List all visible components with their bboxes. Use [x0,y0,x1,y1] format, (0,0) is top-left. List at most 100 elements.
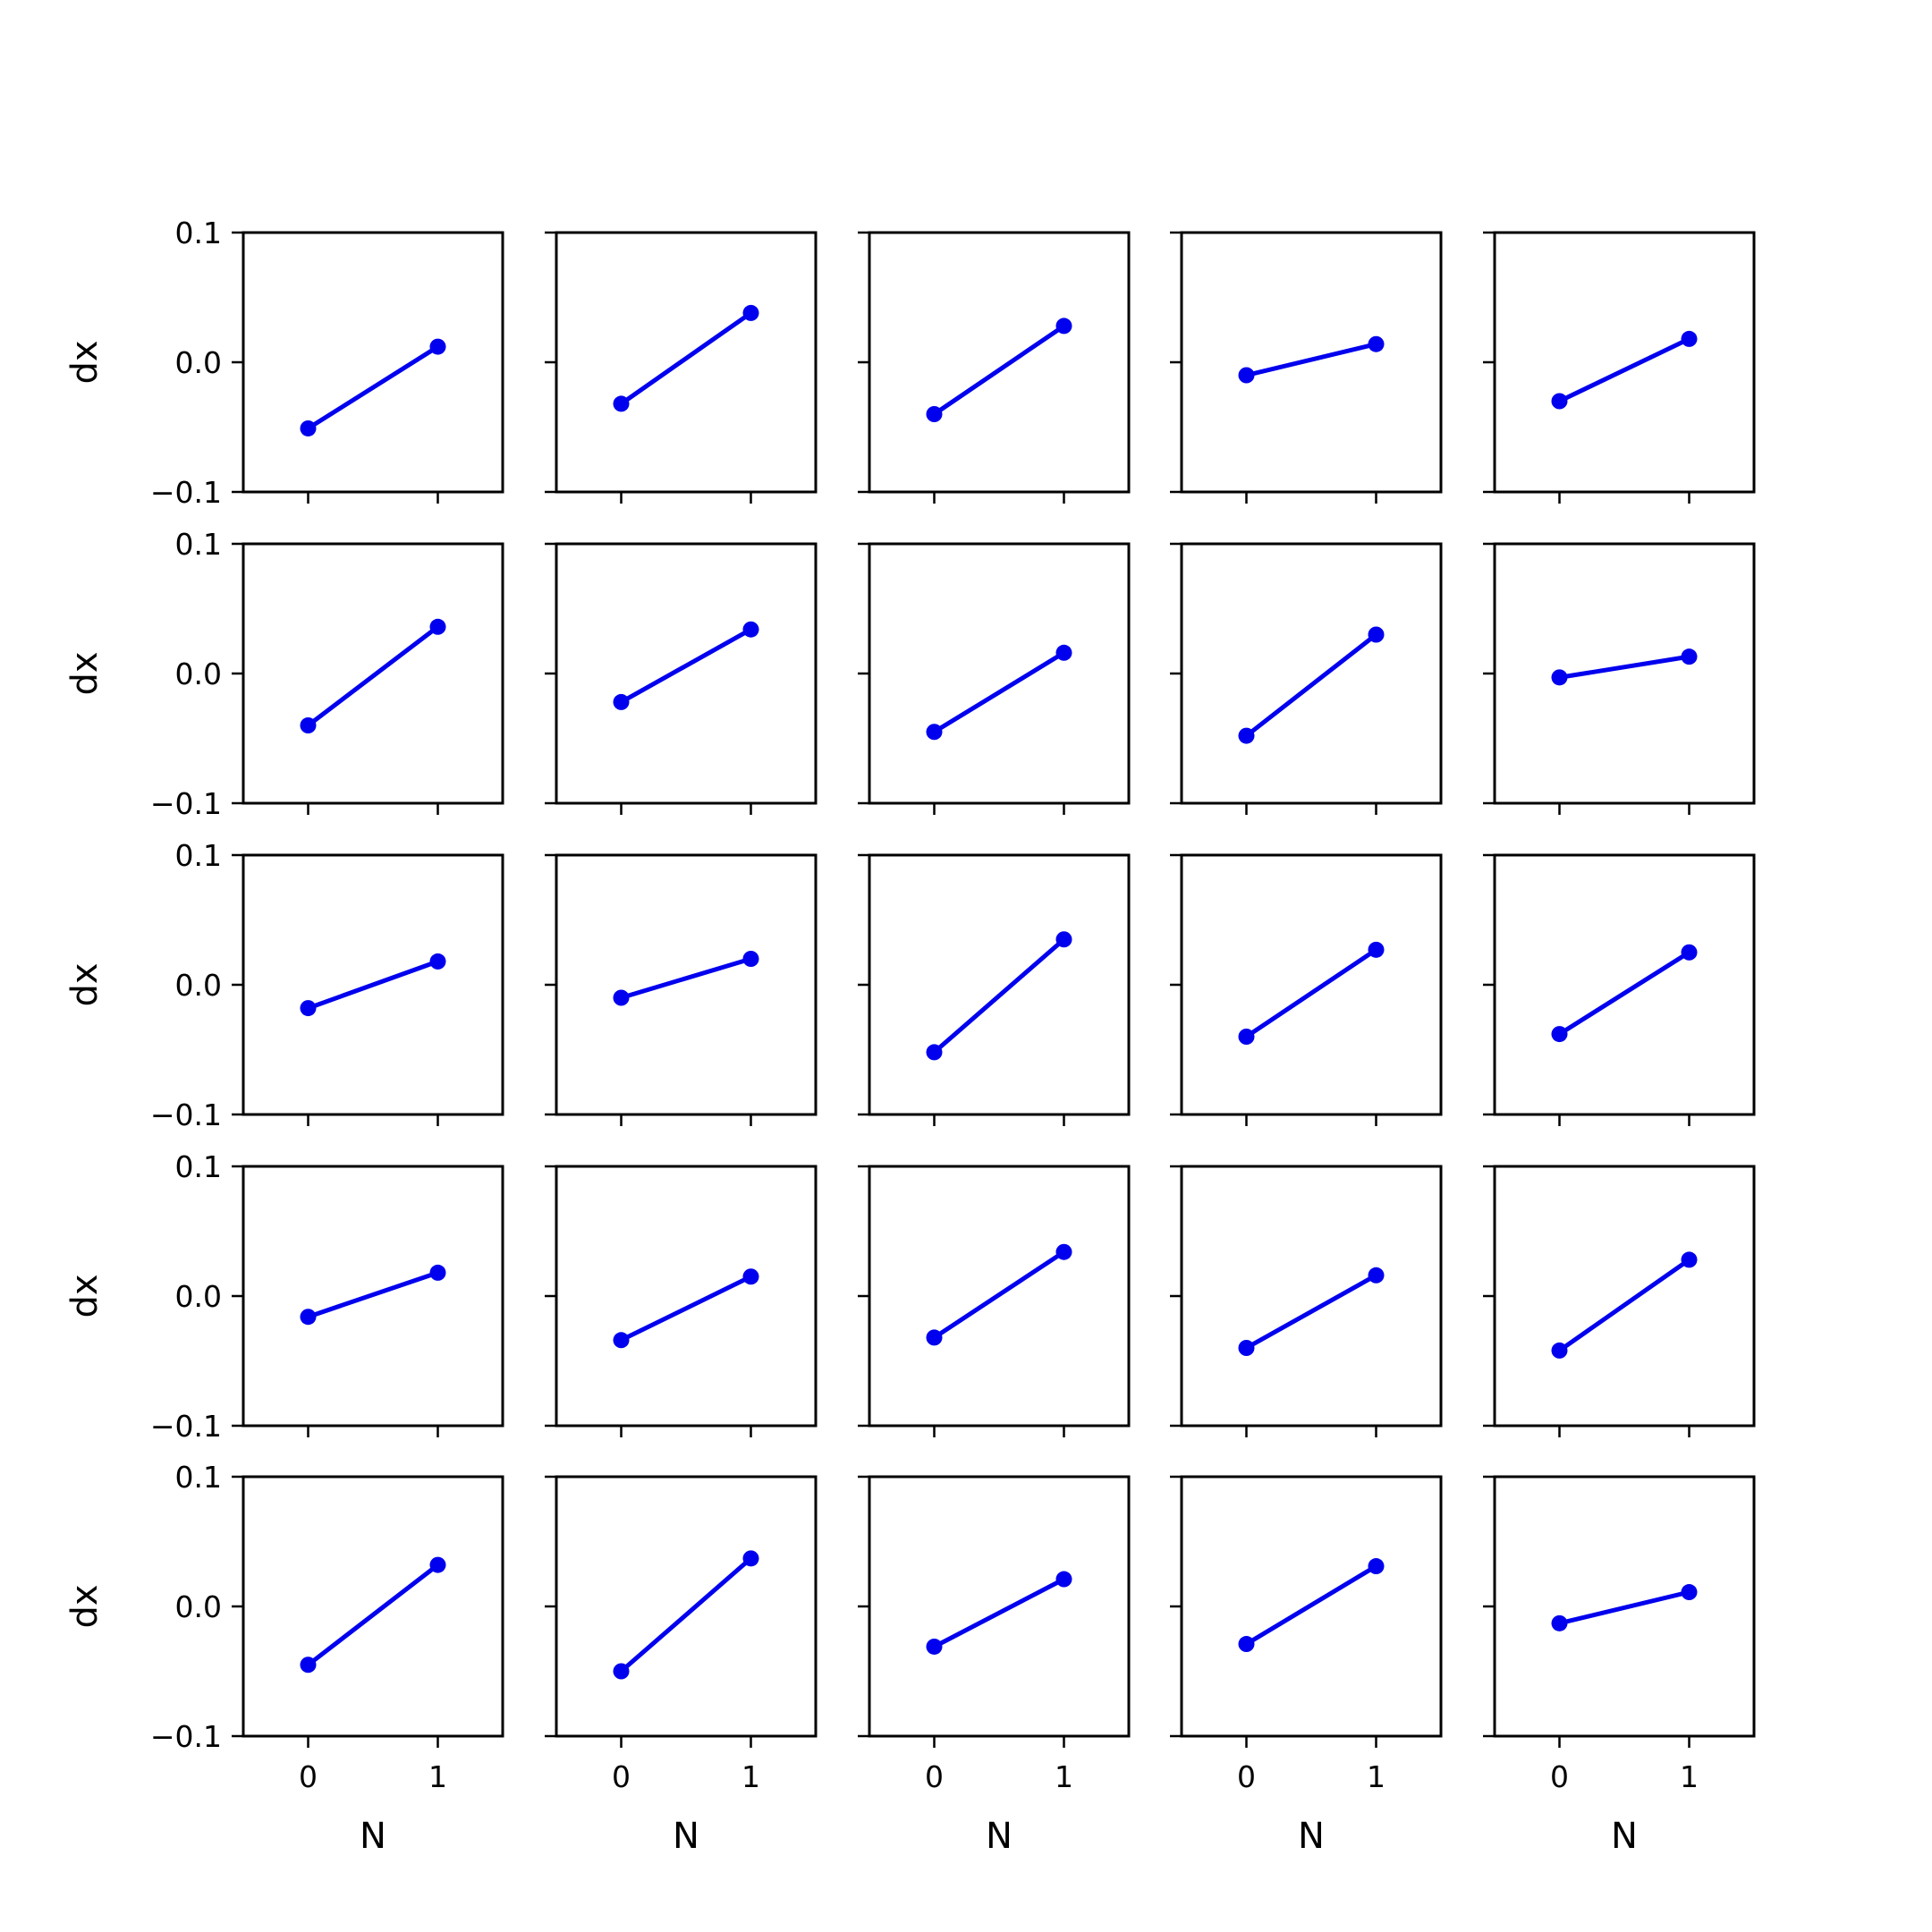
axes-frame [868,231,1131,494]
data-point [1055,644,1072,661]
x-axis-label: N [673,1816,699,1857]
data-point [613,693,630,710]
axes-frame [868,542,1131,805]
data-point [742,1550,759,1567]
axes-frame [1493,542,1756,805]
axes-frame [1180,853,1443,1116]
data-point [300,1309,317,1326]
data-point [1551,669,1568,686]
data-point [1551,1342,1568,1359]
panel-r5-c3: 0 1 N [858,1475,1131,1857]
panel-r2-c4 [1170,542,1443,815]
series-line [307,344,439,431]
panel-r3-c2 [545,853,818,1126]
data-point [1238,727,1255,744]
data-point [926,406,943,422]
axes-frame [555,542,818,805]
data-point [1368,626,1385,643]
y-tick-label: 0.0 [175,968,222,1003]
axes-frame [1180,542,1443,805]
y-tick-label: 0.1 [175,216,222,250]
axes-frame [555,853,818,1116]
series-line [1558,1589,1690,1626]
series-line [933,1577,1065,1649]
panel-r4-c2 [545,1165,818,1437]
series-line [1245,342,1377,377]
series-line [1559,654,1690,680]
y-axis-label: dx [64,1274,106,1318]
axes-frame [242,1475,504,1738]
x-axis-label: N [1298,1816,1325,1857]
data-point [1551,1026,1568,1043]
axes-frame [555,1165,818,1428]
series-line [933,1250,1065,1340]
panel-r4-c5 [1483,1165,1756,1437]
panel-r3-c5 [1483,853,1756,1126]
axes-frame [1493,1165,1756,1428]
data-point [926,724,943,741]
x-tick-label: 1 [1367,1759,1385,1794]
axes-frame [555,1475,818,1738]
series-line [1244,632,1378,738]
data-point [1238,1636,1255,1653]
data-point [1368,1558,1385,1575]
data-point [926,1044,943,1061]
panel-r2-c1: −0.1 0.0 0.1 dx [64,527,504,821]
data-point [429,1556,446,1573]
x-tick-label: 0 [1237,1759,1256,1794]
x-tick-label: 0 [1550,1759,1569,1794]
axes-frame [868,853,1131,1116]
axes-frame [555,231,818,494]
x-tick-label: 1 [741,1759,760,1794]
data-point [1055,1571,1072,1588]
x-tick-label: 1 [428,1759,447,1794]
data-point [742,621,759,638]
y-axis-label: dx [64,1584,106,1628]
axes-frame [1493,231,1756,494]
series-line [620,627,752,705]
y-tick-label: −0.1 [150,1409,222,1444]
data-point [926,1329,943,1346]
y-tick-label: 0.0 [175,1589,222,1624]
y-tick-label: −0.1 [150,475,222,510]
data-point [1681,1584,1698,1601]
data-point [1368,335,1385,352]
data-point [613,989,630,1006]
panel-r1-c2 [545,231,818,504]
panel-r4-c3 [858,1165,1131,1437]
panel-r2-c5 [1483,542,1756,815]
data-point [1681,944,1698,961]
series-line [933,650,1065,734]
panel-r1-c1: −0.1 0.0 0.1 dx [64,216,504,510]
panel-r1-c4 [1170,231,1443,504]
axes-frame [1180,1475,1443,1738]
data-point [429,618,446,635]
data-point [1368,1267,1385,1284]
axes-frame [868,1475,1131,1738]
y-tick-label: 0.1 [175,1460,222,1495]
y-axis-label: dx [64,962,106,1006]
data-point [926,1638,943,1655]
data-point [1238,1029,1255,1045]
data-point [1368,941,1385,958]
series-line [306,1563,440,1667]
panel-r2-c3 [858,542,1131,815]
series-line [1245,947,1377,1039]
data-point [300,419,317,436]
y-tick-label: −0.1 [150,1719,222,1754]
axes-frame [242,542,504,805]
panel-r5-c1: −0.1 0.0 0.1 0 1 dx N [64,1460,504,1857]
data-point [429,338,446,355]
axes-frame [242,853,504,1116]
y-tick-label: 0.0 [175,1279,222,1314]
series-line [307,1270,439,1319]
data-point [1055,1243,1072,1260]
y-tick-label: 0.0 [175,345,222,380]
series-line [306,624,440,727]
y-tick-label: 0.0 [175,657,222,691]
series-line [932,937,1066,1055]
x-axis-label: N [360,1816,386,1857]
data-point [1055,318,1072,335]
data-point [613,395,630,412]
y-tick-label: 0.1 [175,1149,222,1184]
